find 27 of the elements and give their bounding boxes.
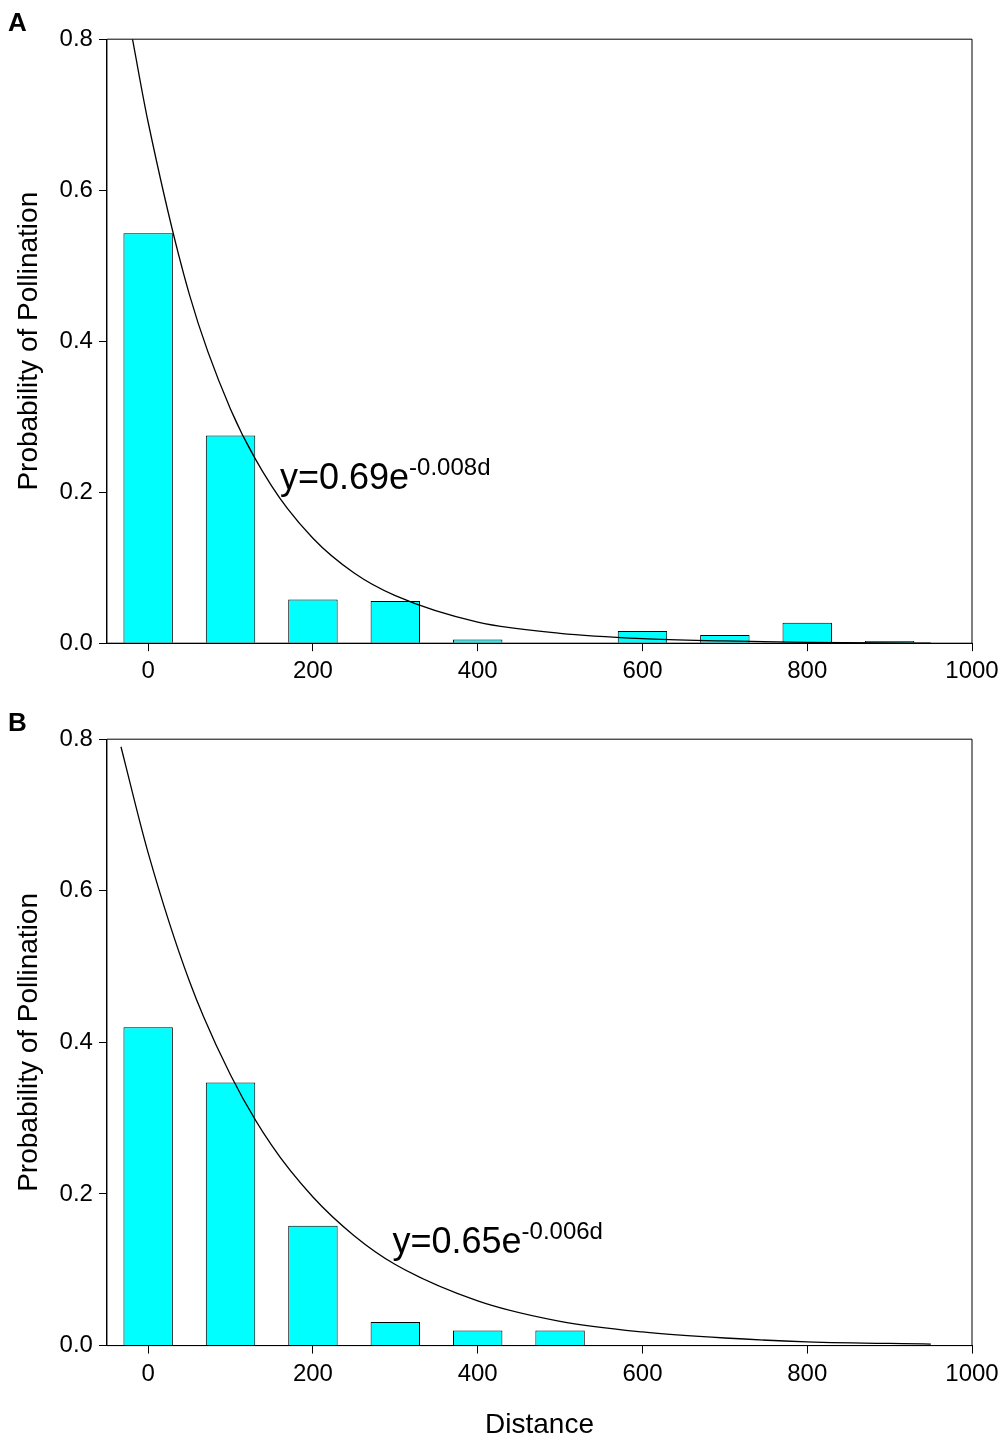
y-tick-label: 0.2 [59,1178,93,1206]
x-tick-label: 600 [622,656,663,684]
x-tick-label: 200 [292,1358,333,1386]
x-tick-label: 800 [787,1358,828,1386]
y-tick-label: 0.8 [59,23,93,51]
y-tick-label: 0.2 [59,476,93,504]
y-tick-label: 0.4 [59,1027,93,1055]
x-tick-label: 200 [292,656,333,684]
y-tick-label: 0.6 [59,875,93,903]
x-tick-label: 400 [457,656,498,684]
y-tick-label: 0.6 [59,174,93,202]
x-tick-label: 600 [622,1358,663,1386]
y-tick-label: 0.8 [59,723,93,751]
x-axis-title: Distance [485,1407,594,1439]
chart-title: B [8,706,27,737]
x-tick-label: 1000 [945,1358,999,1386]
y-tick-label: 0.4 [59,325,93,353]
x-tick-label: 0 [141,1358,155,1386]
y-axis-title: Probability of Pollination [11,892,43,1192]
y-axis-title: Probability of Pollination [11,191,43,491]
x-tick-label: 800 [787,656,828,684]
y-tick-label: 0.0 [59,627,93,655]
y-tick-label: 0.0 [59,1330,93,1358]
chart-title: A [8,6,27,37]
x-tick-label: 400 [457,1358,498,1386]
x-tick-label: 1000 [945,656,999,684]
x-tick-label: 0 [141,656,155,684]
